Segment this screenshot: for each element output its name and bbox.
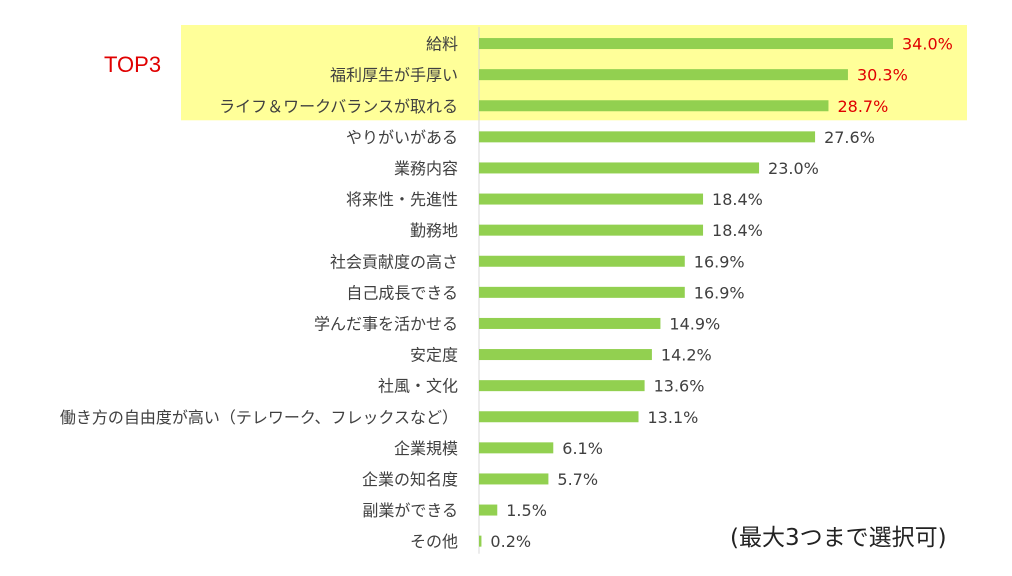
value-label: 18.4% xyxy=(712,221,763,240)
value-label: 13.6% xyxy=(654,377,705,396)
bar xyxy=(479,38,893,50)
category-label: 安定度 xyxy=(410,346,458,365)
value-label: 23.0% xyxy=(768,159,819,178)
selection-note: (最大3つまで選択可) xyxy=(730,525,947,551)
bar xyxy=(479,473,549,485)
category-label: 勤務地 xyxy=(410,221,458,240)
bar xyxy=(479,131,816,143)
bar xyxy=(479,100,829,112)
value-label: 13.1% xyxy=(648,408,699,427)
category-label: 企業規模 xyxy=(394,439,458,458)
category-label: 働き方の自由度が高い（テレワーク、フレックスなど） xyxy=(60,408,458,427)
category-label: 将来性・先進性 xyxy=(346,190,458,209)
value-label: 28.7% xyxy=(837,97,888,116)
category-label: その他 xyxy=(410,532,458,551)
value-label: 6.1% xyxy=(562,439,603,458)
value-label: 16.9% xyxy=(694,283,745,302)
bar xyxy=(479,69,848,81)
category-label: 副業ができる xyxy=(362,501,458,520)
value-label: 34.0% xyxy=(902,35,953,54)
value-label: 14.9% xyxy=(669,314,720,333)
bar xyxy=(479,349,652,361)
value-label: 1.5% xyxy=(506,501,547,520)
bar xyxy=(479,442,554,454)
bar xyxy=(479,224,704,236)
category-label: 社風・文化 xyxy=(378,377,458,396)
category-label: 給料 xyxy=(426,35,458,54)
value-label: 18.4% xyxy=(712,190,763,209)
value-label: 5.7% xyxy=(557,470,598,489)
bar xyxy=(479,317,661,329)
bar xyxy=(479,380,645,392)
bar xyxy=(479,162,760,174)
category-label: 社会貢献度の高さ xyxy=(330,252,458,271)
category-label: やりがいがある xyxy=(346,128,458,147)
bar xyxy=(479,193,704,205)
category-label: 自己成長できる xyxy=(346,283,458,302)
bar xyxy=(479,286,685,298)
bar xyxy=(479,255,685,267)
value-label: 30.3% xyxy=(857,66,908,85)
bar xyxy=(479,411,639,423)
top3-label: TOP3 xyxy=(104,52,162,77)
category-label: ライフ＆ワークバランスが取れる xyxy=(219,97,458,116)
category-label: 業務内容 xyxy=(394,159,458,178)
category-label: 学んだ事を活かせる xyxy=(314,314,458,333)
category-label: 企業の知名度 xyxy=(362,470,458,489)
bar xyxy=(479,504,498,516)
bar xyxy=(479,535,482,547)
value-label: 0.2% xyxy=(490,532,531,551)
value-label: 16.9% xyxy=(694,252,745,271)
value-label: 14.2% xyxy=(661,346,712,365)
category-label: 福利厚生が手厚い xyxy=(330,66,458,85)
value-label: 27.6% xyxy=(824,128,875,147)
